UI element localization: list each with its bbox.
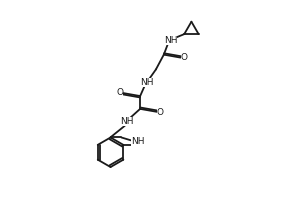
Text: O: O [157,108,164,117]
Text: O: O [181,53,188,62]
Text: O: O [116,88,123,97]
Text: NH: NH [121,117,134,126]
Text: NH: NH [164,36,178,45]
Text: NH: NH [140,78,154,87]
Text: NH: NH [131,137,145,146]
